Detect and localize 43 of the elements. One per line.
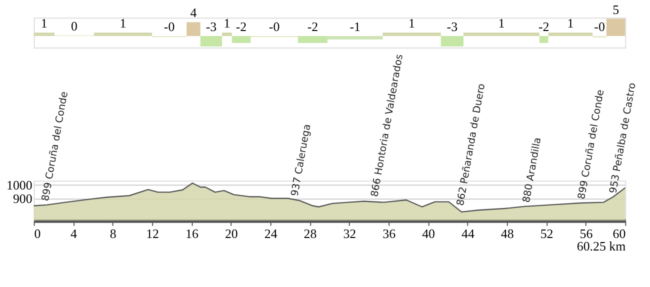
annotation: 937 Caleruega — [290, 123, 314, 197]
x-tick-label: 32 — [343, 226, 356, 241]
data-label: -0 — [594, 19, 605, 34]
annotation: 862 Peñaranda de Duero — [455, 82, 488, 207]
data-label: 1 — [224, 16, 230, 31]
x-tick-label: 44 — [462, 226, 475, 241]
x-tick-label: 36 — [382, 226, 396, 241]
x-tick-label: 60 — [612, 226, 626, 241]
data-label: 1 — [40, 16, 48, 31]
x-tick-label: 56 — [580, 226, 594, 241]
x-tick-label: 4 — [70, 226, 78, 241]
data-label: -0 — [164, 19, 175, 34]
data-label: 4 — [190, 5, 198, 20]
x-tick-label: 24 — [264, 226, 278, 241]
annotation: 880 Arandilla — [521, 136, 544, 204]
data-label: -1 — [350, 19, 360, 34]
annotation: 953 Peñalba de Castro — [608, 82, 638, 194]
x-tick-label: 0 — [34, 226, 41, 241]
y-tick-label: 900 — [12, 190, 32, 206]
data-label: 1 — [408, 16, 415, 31]
annotation: 899 Coruña del Conde — [576, 88, 607, 200]
data-label: -3 — [446, 19, 458, 34]
x-tick-label: 8 — [110, 226, 116, 241]
data-label: 5 — [612, 2, 620, 17]
data-label: -3 — [206, 19, 217, 34]
data-label: 0 — [70, 18, 78, 34]
x-tick-label: 16 — [186, 226, 199, 241]
data-label: -0 — [268, 19, 280, 34]
x-tick-label: 28 — [304, 226, 317, 241]
data-label: 1 — [567, 16, 574, 31]
x-axis-title: 60.25 km — [576, 238, 626, 254]
x-tick-label: 52 — [540, 226, 554, 241]
x-tick-label: 12 — [146, 226, 160, 241]
x-tick-label: 20 — [224, 226, 238, 241]
y-tick-label: 1000 — [6, 177, 32, 192]
data-label: -2 — [307, 19, 318, 34]
data-label: -2 — [538, 19, 550, 34]
annotation: 899 Coruña del Conde — [40, 90, 70, 202]
data-label: 1 — [120, 16, 126, 31]
data-label: 1 — [498, 16, 505, 31]
x-tick-label: 40 — [422, 226, 435, 241]
data-label: -2 — [236, 19, 247, 34]
x-tick-label: 48 — [500, 226, 514, 241]
